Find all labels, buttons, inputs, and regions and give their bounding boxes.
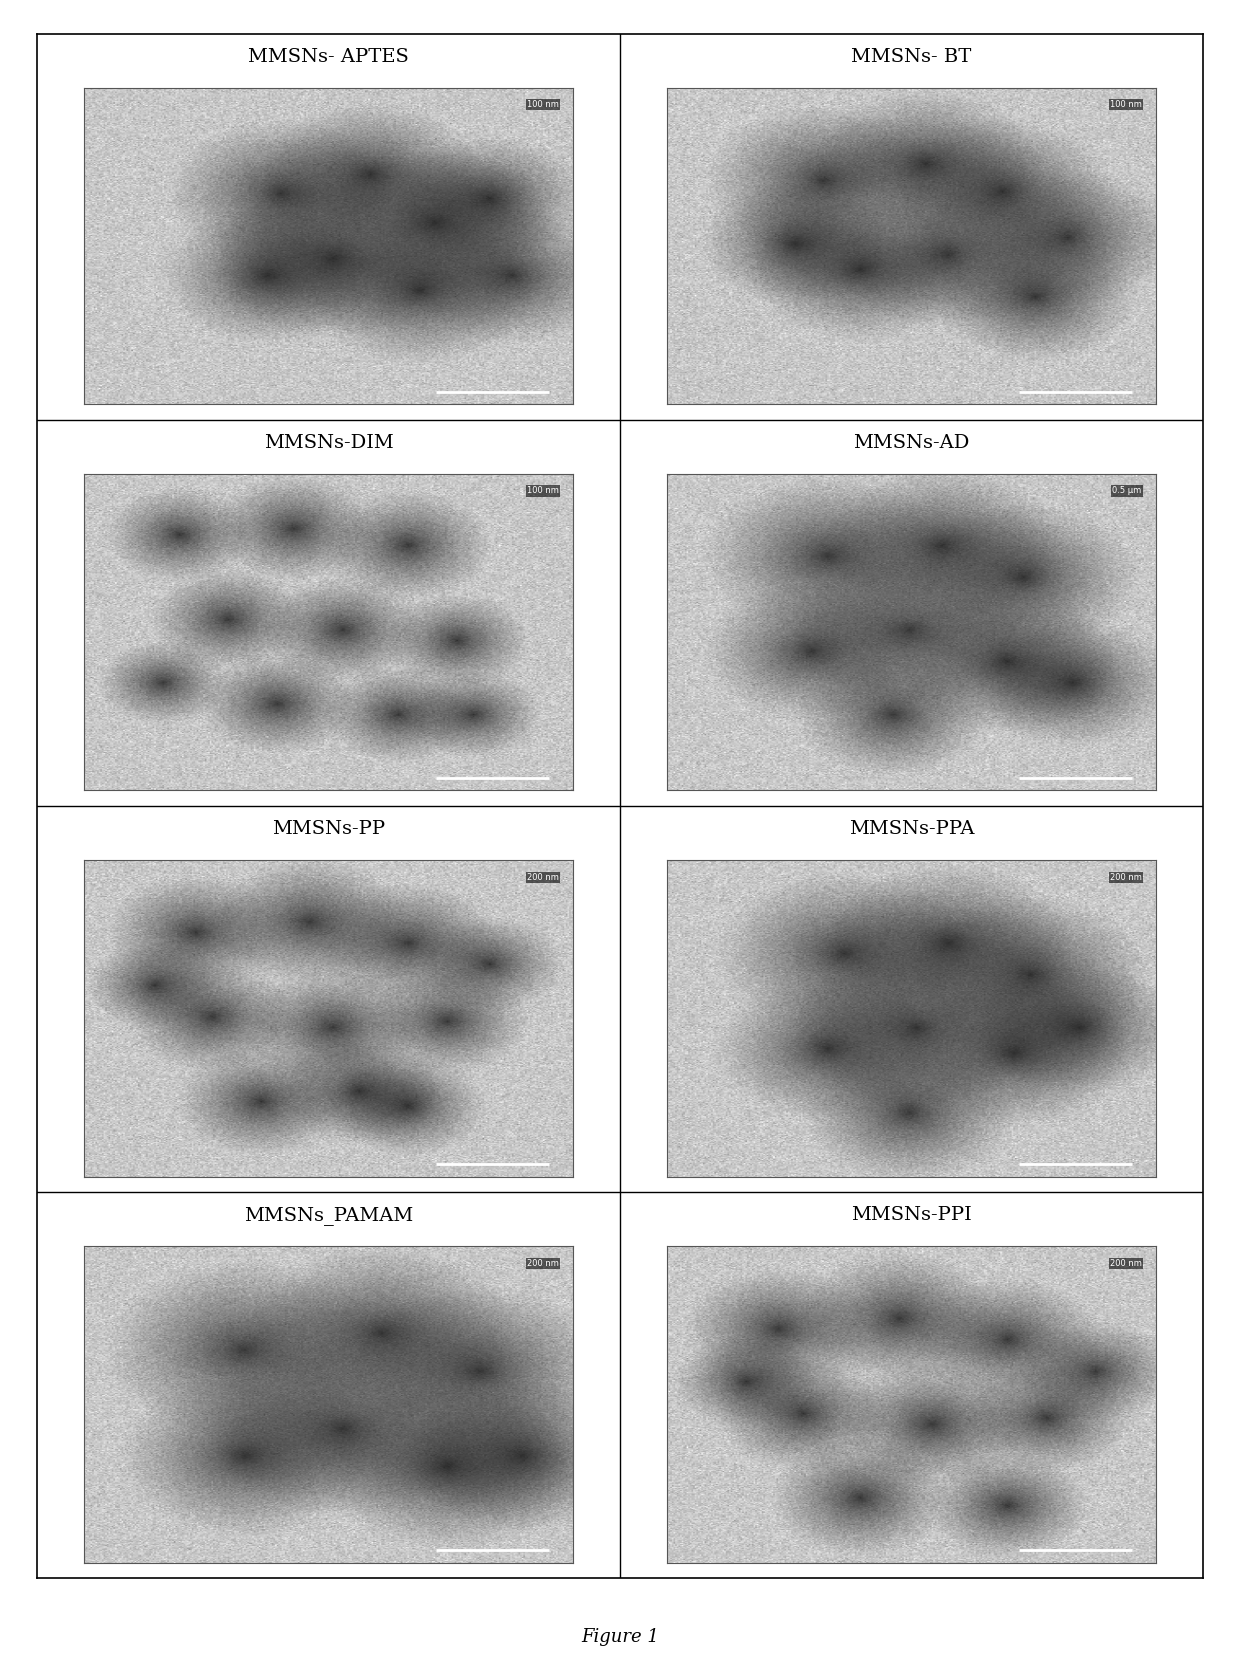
Text: 100 nm: 100 nm (1110, 101, 1142, 109)
Text: 0.5 μm: 0.5 μm (1112, 487, 1142, 495)
Text: MMSNs-PPI: MMSNs-PPI (851, 1206, 972, 1224)
Text: 200 nm: 200 nm (527, 873, 559, 881)
Text: MMSNs-PP: MMSNs-PP (272, 819, 386, 838)
Text: 200 nm: 200 nm (1110, 1259, 1142, 1268)
Text: 100 nm: 100 nm (527, 487, 559, 495)
Text: MMSNs- APTES: MMSNs- APTES (248, 47, 409, 65)
Text: MMSNs-AD: MMSNs-AD (853, 433, 970, 452)
Text: Figure 1: Figure 1 (582, 1629, 658, 1645)
Text: 100 nm: 100 nm (527, 101, 559, 109)
Text: MMSNs- BT: MMSNs- BT (851, 47, 972, 65)
Text: 200 nm: 200 nm (527, 1259, 559, 1268)
Text: 200 nm: 200 nm (1110, 873, 1142, 881)
Text: MMSNs-DIM: MMSNs-DIM (264, 433, 393, 452)
Text: MMSNs_PAMAM: MMSNs_PAMAM (244, 1206, 413, 1224)
Text: MMSNs-PPA: MMSNs-PPA (848, 819, 975, 838)
